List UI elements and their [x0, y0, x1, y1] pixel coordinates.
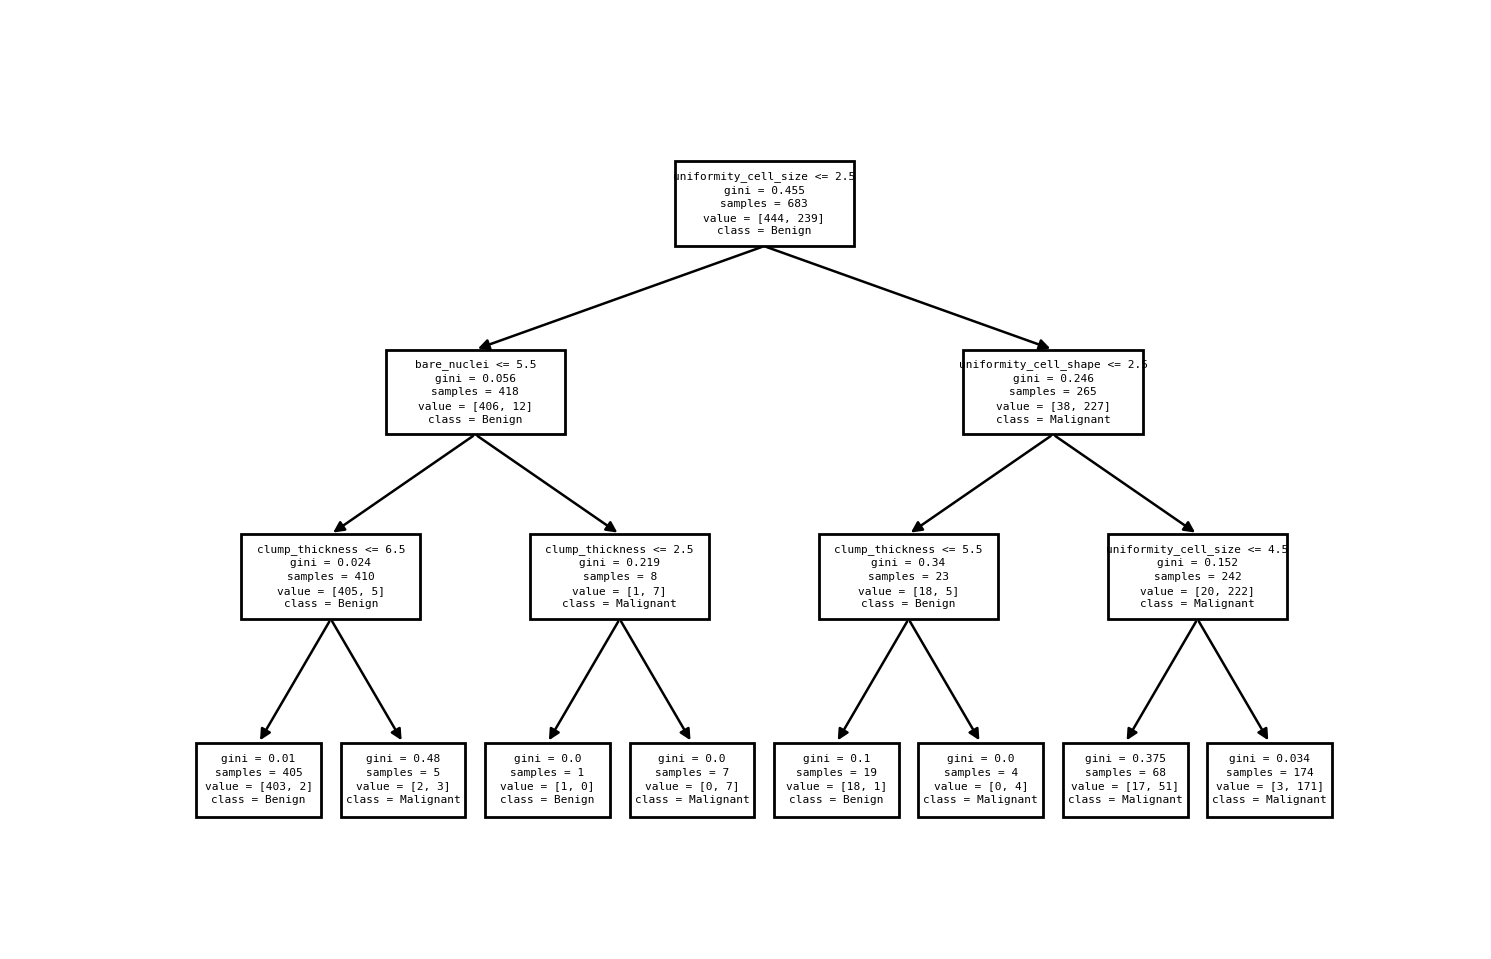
FancyBboxPatch shape [1208, 742, 1331, 817]
FancyBboxPatch shape [963, 349, 1142, 434]
Text: gini = 0.375
samples = 68
value = [17, 51]
class = Malignant: gini = 0.375 samples = 68 value = [17, 5… [1068, 755, 1182, 805]
Text: gini = 0.0
samples = 4
value = [0, 4]
class = Malignant: gini = 0.0 samples = 4 value = [0, 4] cl… [923, 755, 1038, 805]
FancyBboxPatch shape [242, 534, 420, 620]
FancyBboxPatch shape [485, 742, 610, 817]
FancyBboxPatch shape [1108, 534, 1287, 620]
FancyBboxPatch shape [918, 742, 1044, 817]
FancyBboxPatch shape [674, 161, 854, 246]
FancyBboxPatch shape [531, 534, 710, 620]
Text: gini = 0.1
samples = 19
value = [18, 1]
class = Benign: gini = 0.1 samples = 19 value = [18, 1] … [786, 755, 887, 805]
Text: bare_nuclei <= 5.5
gini = 0.056
samples = 418
value = [406, 12]
class = Benign: bare_nuclei <= 5.5 gini = 0.056 samples … [414, 360, 535, 425]
FancyBboxPatch shape [340, 742, 465, 817]
Text: gini = 0.0
samples = 7
value = [0, 7]
class = Malignant: gini = 0.0 samples = 7 value = [0, 7] cl… [635, 755, 750, 805]
Text: gini = 0.01
samples = 405
value = [403, 2]
class = Benign: gini = 0.01 samples = 405 value = [403, … [204, 755, 313, 805]
Text: clump_thickness <= 6.5
gini = 0.024
samples = 410
value = [405, 5]
class = Benig: clump_thickness <= 6.5 gini = 0.024 samp… [256, 544, 406, 609]
Text: uniformity_cell_shape <= 2.5
gini = 0.246
samples = 265
value = [38, 227]
class : uniformity_cell_shape <= 2.5 gini = 0.24… [959, 360, 1148, 425]
FancyBboxPatch shape [1063, 742, 1188, 817]
Text: uniformity_cell_size <= 4.5
gini = 0.152
samples = 242
value = [20, 222]
class =: uniformity_cell_size <= 4.5 gini = 0.152… [1106, 544, 1288, 609]
Text: uniformity_cell_size <= 2.5
gini = 0.455
samples = 683
value = [444, 239]
class : uniformity_cell_size <= 2.5 gini = 0.455… [672, 171, 856, 236]
Text: clump_thickness <= 5.5
gini = 0.34
samples = 23
value = [18, 5]
class = Benign: clump_thickness <= 5.5 gini = 0.34 sampl… [835, 544, 983, 609]
FancyBboxPatch shape [774, 742, 899, 817]
Text: gini = 0.0
samples = 1
value = [1, 0]
class = Benign: gini = 0.0 samples = 1 value = [1, 0] cl… [499, 755, 595, 805]
Text: gini = 0.48
samples = 5
value = [2, 3]
class = Malignant: gini = 0.48 samples = 5 value = [2, 3] c… [346, 755, 461, 805]
Text: gini = 0.034
samples = 174
value = [3, 171]
class = Malignant: gini = 0.034 samples = 174 value = [3, 1… [1212, 755, 1327, 805]
FancyBboxPatch shape [386, 349, 565, 434]
FancyBboxPatch shape [197, 742, 321, 817]
Text: clump_thickness <= 2.5
gini = 0.219
samples = 8
value = [1, 7]
class = Malignant: clump_thickness <= 2.5 gini = 0.219 samp… [546, 544, 693, 609]
FancyBboxPatch shape [629, 742, 754, 817]
FancyBboxPatch shape [819, 534, 997, 620]
